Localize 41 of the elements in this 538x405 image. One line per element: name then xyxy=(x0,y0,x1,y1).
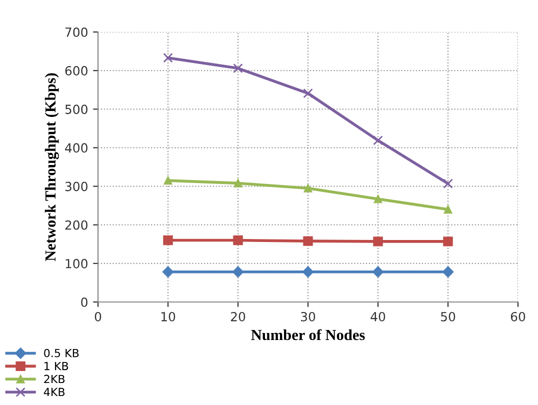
point xyxy=(444,205,452,214)
legend-label: 4KB xyxy=(44,388,65,396)
point xyxy=(163,235,173,246)
point xyxy=(302,266,314,278)
y-tick-label: 100 xyxy=(66,258,88,268)
x-tick-label: 30 xyxy=(301,312,316,322)
point xyxy=(164,176,172,185)
point xyxy=(163,52,173,63)
y-tick-label: 500 xyxy=(65,104,88,114)
x-axis-title: Number of Nodes xyxy=(251,329,365,340)
point xyxy=(233,235,243,246)
x-tick-label: 10 xyxy=(161,312,176,322)
point xyxy=(162,266,174,278)
point xyxy=(373,136,383,146)
x-tick-label: 40 xyxy=(370,312,386,322)
point xyxy=(372,266,384,278)
point xyxy=(232,266,244,278)
y-tick-label: 400 xyxy=(65,143,88,153)
y-tick-label: 200 xyxy=(65,220,88,230)
legend-label: 0.5 KB xyxy=(44,348,79,358)
point xyxy=(233,63,243,74)
y-tick-label: 700 xyxy=(65,27,88,37)
point xyxy=(374,194,382,204)
x-tick-label: 60 xyxy=(510,312,526,322)
point xyxy=(373,236,383,246)
point xyxy=(303,88,313,98)
point xyxy=(234,179,242,188)
y-axis-title: Network Throughput (Kbps) xyxy=(44,73,59,262)
point xyxy=(443,236,453,246)
x-tick-label: 0 xyxy=(94,312,102,322)
x-tick-label: 20 xyxy=(230,312,246,322)
legend-label: 1 KB xyxy=(44,362,68,370)
y-tick-label: 0 xyxy=(81,297,88,307)
point xyxy=(442,266,454,278)
point xyxy=(303,236,313,246)
point xyxy=(443,178,453,188)
y-tick-label: 300 xyxy=(65,182,88,192)
legend-label: 2KB xyxy=(44,374,65,384)
x-tick-label: 50 xyxy=(441,312,456,322)
point xyxy=(304,184,312,192)
y-tick-label: 600 xyxy=(65,66,88,76)
